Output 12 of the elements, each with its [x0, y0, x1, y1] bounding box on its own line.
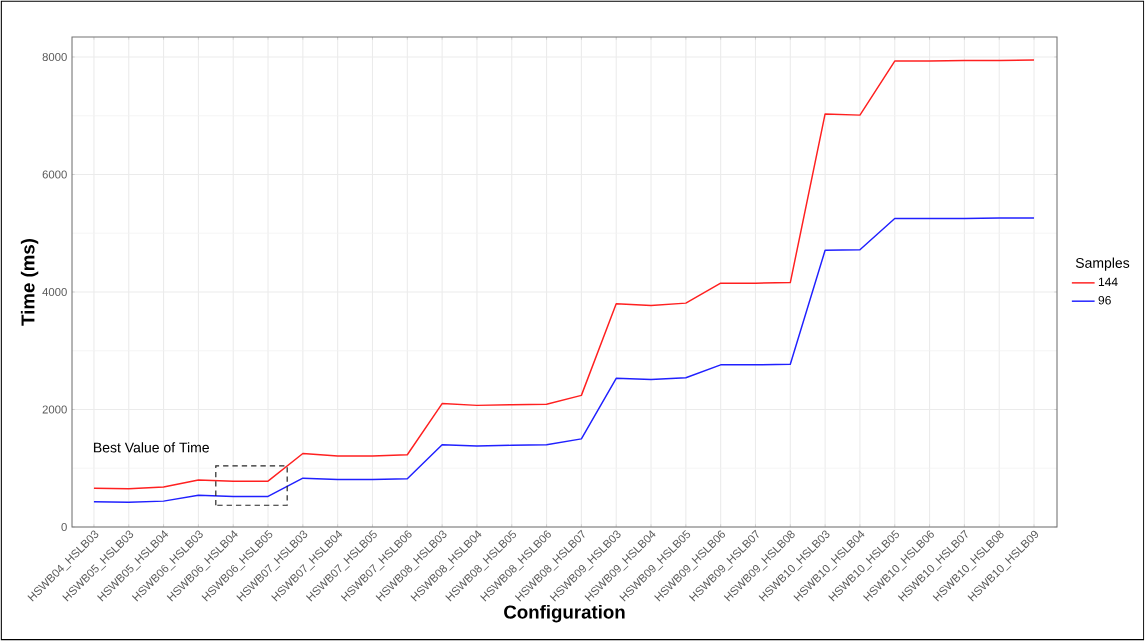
legend-label: 96	[1098, 295, 1111, 305]
y-tick-label: 2000	[42, 405, 67, 414]
line-series	[93, 59, 1035, 490]
x-axis-title: Configuration	[504, 604, 625, 623]
y-tick-label: 4000	[42, 287, 67, 296]
y-axis-title: Time (ms)	[20, 239, 39, 326]
legend-title: Samples	[1075, 257, 1130, 271]
y-tick-label: 8000	[42, 52, 67, 61]
annotation: Best Value of Time	[94, 442, 209, 453]
y-tick-label: 0	[61, 522, 67, 531]
y-tick-label: 6000	[42, 170, 67, 179]
legend-label: 144	[1098, 277, 1118, 286]
